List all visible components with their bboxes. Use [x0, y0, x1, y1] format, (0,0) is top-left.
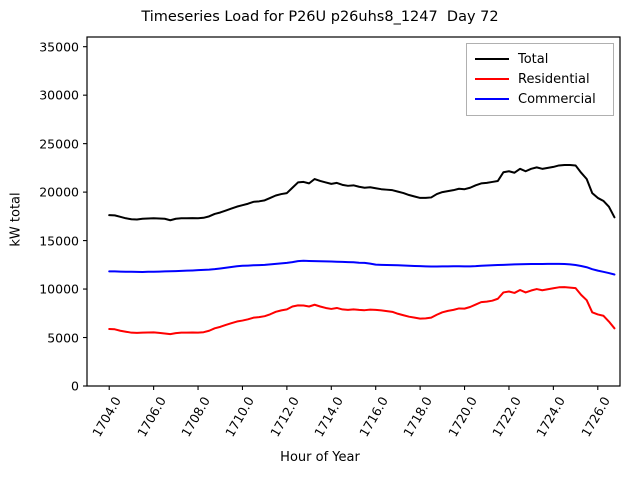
legend-label: Total [518, 51, 549, 67]
series-line-commercial [108, 259, 616, 276]
x-axis-label: Hour of Year [280, 450, 360, 465]
chart-title: Timeseries Load for P26U p26uhs8_1247 Da… [141, 9, 499, 25]
y-tick-label: 25000 [39, 136, 79, 152]
axes-spines [86, 36, 621, 387]
y-tick-label: 10000 [39, 281, 79, 297]
y-tick-label: 20000 [39, 184, 79, 200]
y-axis-label: kW total [8, 192, 24, 247]
legend-color-swatch [475, 98, 509, 100]
tick-marks [83, 46, 599, 390]
y-tick-label: 0 [71, 378, 79, 394]
legend-entry: Residential [473, 69, 607, 89]
legend-color-swatch [475, 78, 509, 80]
legend-color-swatch [475, 58, 509, 60]
legend-entry: Commercial [473, 89, 607, 109]
data-lines [108, 163, 616, 336]
legend-entry: Total [473, 49, 607, 69]
series-line-total [108, 163, 616, 222]
y-tick-label: 35000 [39, 39, 79, 55]
series-line-residential [108, 286, 616, 336]
legend-label: Residential [518, 71, 590, 87]
y-tick-label: 30000 [39, 87, 79, 103]
chart-legend: Total Residential Commercial [466, 43, 614, 116]
legend-label: Commercial [518, 91, 596, 107]
y-tick-label: 5000 [47, 330, 79, 346]
y-tick-label: 15000 [39, 233, 79, 249]
